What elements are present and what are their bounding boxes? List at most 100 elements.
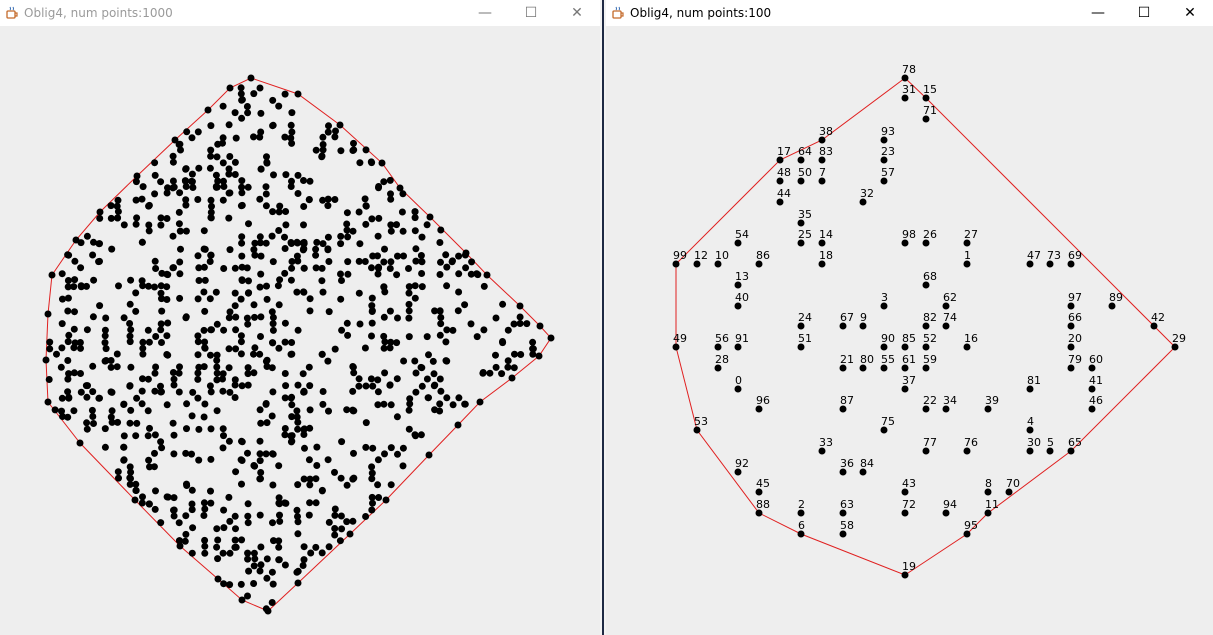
plot-point [120, 221, 128, 229]
plot-point [436, 239, 444, 246]
plot-point [201, 276, 209, 284]
plot-point [374, 456, 382, 464]
plot-point [256, 283, 264, 291]
plot-point [386, 381, 394, 389]
window-right[interactable]: Oblig4, num points:100 — ☐ ✕ 78 31 15 71 38 9… [606, 0, 1213, 635]
point-label: 14 [819, 228, 833, 241]
plot-point [387, 195, 395, 203]
plot-point [244, 592, 251, 600]
plot-point [901, 343, 909, 351]
point-label: 48 [777, 166, 791, 179]
plot-point [257, 313, 265, 321]
minimize-button[interactable]: — [1091, 5, 1105, 21]
plot-point [182, 512, 190, 520]
plot-point [529, 350, 537, 358]
plot-point [287, 276, 295, 284]
window-left[interactable]: Oblig4, num points:1000 — ☐ ✕ [0, 0, 600, 635]
plot-point [880, 156, 888, 164]
close-button[interactable]: ✕ [571, 5, 583, 21]
plot-point [331, 511, 339, 519]
plot-point [169, 152, 177, 160]
plot-point [170, 506, 177, 514]
plot-point [306, 295, 314, 303]
plot-point [362, 513, 370, 520]
titlebar-right[interactable]: Oblig4, num points:100 [606, 0, 1213, 26]
plot-point [443, 326, 451, 334]
plot-point [343, 209, 351, 217]
plot-point [411, 214, 419, 222]
plot-point [225, 437, 233, 445]
plot-point [319, 240, 327, 248]
plot-point [108, 245, 116, 253]
plot-point [176, 294, 184, 302]
plot-point [984, 488, 992, 496]
point-label: 58 [840, 519, 854, 532]
plot-point [219, 375, 226, 383]
plot-point [343, 481, 351, 489]
plot-point [374, 481, 382, 489]
plot-point [300, 288, 308, 296]
plot-point [127, 406, 135, 414]
plot-point [301, 444, 308, 452]
plot-point [398, 208, 406, 216]
plot-point [207, 251, 215, 259]
plot-point [114, 418, 122, 426]
plot-point [226, 308, 234, 316]
point-label: 76 [964, 436, 978, 449]
plot-point [355, 289, 363, 297]
plot-point [158, 295, 165, 303]
plot-point [151, 387, 159, 395]
plot-point [393, 271, 401, 279]
titlebar-left[interactable]: Oblig4, num points:1000 [0, 0, 600, 26]
plot-point [423, 221, 431, 229]
point-label: 66 [1068, 311, 1082, 324]
plot-point [237, 338, 245, 346]
plot-point [262, 239, 270, 247]
plot-point [256, 84, 264, 92]
plot-point [257, 561, 265, 569]
plot-point [430, 370, 438, 378]
plot-point [138, 195, 146, 203]
point-label: 95 [964, 519, 978, 532]
plot-point [818, 177, 826, 185]
plot-point [437, 320, 445, 328]
plot-point [250, 580, 258, 587]
plot-point [194, 351, 202, 359]
plot-point [257, 475, 264, 483]
plot-point [225, 214, 233, 222]
plot-point [83, 393, 91, 401]
plot-point [90, 276, 98, 284]
plot-point [113, 363, 121, 371]
plot-point [232, 468, 240, 476]
plot-point [275, 462, 283, 470]
plot-point [96, 214, 104, 222]
plot-point [157, 282, 165, 290]
plot-point [226, 84, 234, 92]
plot-point [331, 345, 339, 353]
plot-point [281, 425, 289, 432]
point-label: 89 [1109, 291, 1123, 304]
plot-point [251, 344, 259, 352]
close-button[interactable]: ✕ [1184, 5, 1196, 21]
plot-point [219, 387, 227, 395]
maximize-button[interactable]: ☐ [1137, 5, 1151, 21]
plot-point [306, 177, 314, 185]
plot-point [201, 536, 209, 544]
maximize-button[interactable]: ☐ [524, 5, 538, 21]
plot-point [212, 183, 220, 190]
plot-point [44, 398, 52, 406]
plot-point [942, 405, 950, 413]
plot-point [901, 488, 909, 496]
plot-point [238, 96, 246, 104]
plot-point [268, 568, 276, 576]
plot-point [375, 263, 383, 271]
plot-point [237, 332, 245, 340]
plot-point [405, 289, 413, 297]
plot-point [157, 178, 165, 186]
plot-point [319, 400, 327, 408]
minimize-button[interactable]: — [478, 5, 492, 21]
plot-point [244, 370, 252, 378]
plot-point [150, 463, 158, 471]
plot-point [247, 74, 255, 82]
